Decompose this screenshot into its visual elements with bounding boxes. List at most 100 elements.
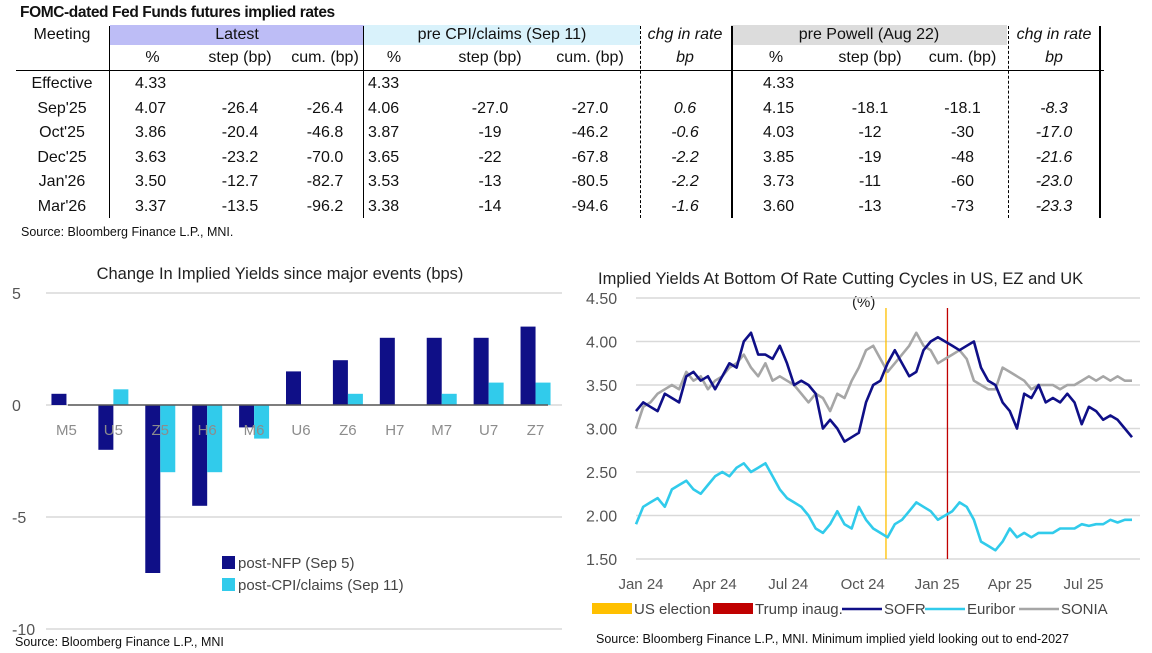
bar-post-nfp xyxy=(426,337,442,405)
table-cell: 3.50 xyxy=(135,173,167,191)
table-cell: -21.6 xyxy=(1035,148,1073,166)
group-header-pre-cpi: pre CPI/claims (Sep 11) xyxy=(417,26,587,43)
subheader: cum. (bp) xyxy=(291,49,359,66)
table-cell: 4.33 xyxy=(763,75,795,92)
table-vline-4 xyxy=(1099,26,1101,218)
bar-post-nfp xyxy=(192,405,208,506)
x-tick-label: Jul 25 xyxy=(1064,576,1104,593)
bar-post-cpi/claims xyxy=(160,405,176,473)
y-tick-label: 4.50 xyxy=(586,291,617,308)
legend-label: US election xyxy=(634,601,711,618)
table-cell: -13.5 xyxy=(221,198,259,215)
legend-swatch xyxy=(222,578,235,591)
x-tick-label: U7 xyxy=(479,422,498,439)
table-cell: -23.3 xyxy=(1035,198,1073,215)
bar-chart-title: Change In Implied Yields since major eve… xyxy=(96,265,464,283)
bar-chart-source: Source: Bloomberg Finance L.P., MNI xyxy=(15,635,224,649)
x-tick-label: M7 xyxy=(431,422,452,439)
legend-label: Trump inaug. xyxy=(755,601,843,618)
table-cell: -0.6 xyxy=(671,124,699,142)
table-cell: 3.63 xyxy=(135,148,167,166)
subheader: cum. (bp) xyxy=(556,49,624,66)
group-header-chg2: chg in rate xyxy=(1016,26,1092,43)
row-meeting: Dec'25 xyxy=(37,148,87,166)
table-cell: 3.53 xyxy=(368,173,400,191)
table-cell: 3.87 xyxy=(368,124,400,142)
x-tick-label: Z5 xyxy=(152,422,170,439)
y-tick-label: 1.50 xyxy=(586,552,617,569)
bar-post-cpi/claims xyxy=(441,393,457,405)
table-cell: -60 xyxy=(950,173,975,191)
table-cell: 4.15 xyxy=(763,99,795,117)
table-cell: 4.06 xyxy=(368,99,400,117)
header-divider xyxy=(16,70,1104,72)
meeting-header: Meeting xyxy=(33,26,91,43)
bar-post-nfp xyxy=(98,405,114,450)
legend-label: Euribor xyxy=(967,601,1015,618)
table-cell: -96.2 xyxy=(306,198,344,215)
bar-chart: 5 0 -5 -10 M5 U5 Z5 H6 M6 U6 Z6 H7 M7 U7 Z7 post-NFP (S… xyxy=(12,286,562,649)
table-dashed-line-1 xyxy=(640,26,641,218)
table-cell: -18.1 xyxy=(851,99,889,117)
bar-post-nfp xyxy=(51,393,67,405)
bar-post-nfp xyxy=(286,371,301,405)
y-tick-label: 3.50 xyxy=(586,378,617,395)
y-tick-label: 2.00 xyxy=(586,509,617,526)
row-meeting: Jan'26 xyxy=(38,173,86,191)
table-cell: -46.2 xyxy=(571,124,609,142)
y-tick-label: -5 xyxy=(12,510,26,527)
bar-post-cpi/claims xyxy=(207,405,223,473)
legend-swatch-trump-inaug xyxy=(713,603,753,614)
bar-post-cpi/claims xyxy=(488,382,504,405)
bar-post-nfp xyxy=(520,326,536,405)
bar-post-nfp xyxy=(379,337,395,405)
table-cell: -19 xyxy=(858,148,882,166)
table-cell: -12 xyxy=(858,124,882,142)
table-cell: -82.7 xyxy=(306,173,344,191)
legend-label: post-NFP (Sep 5) xyxy=(238,555,354,572)
table-cell: -23.2 xyxy=(221,148,259,166)
table-vline-3 xyxy=(731,26,733,218)
table-cell: 4.07 xyxy=(135,99,167,117)
bar-post-cpi/claims xyxy=(113,389,129,405)
table-cell: 3.65 xyxy=(368,148,400,166)
subheader: step (bp) xyxy=(208,49,272,66)
bar-post-cpi/claims xyxy=(535,382,551,405)
table-cell: 4.33 xyxy=(368,75,400,92)
table-cell: -14 xyxy=(478,198,502,215)
table-cell: 3.37 xyxy=(135,198,167,215)
x-tick-label: M6 xyxy=(244,422,265,439)
table-cell: 4.03 xyxy=(763,124,795,142)
table-cell: -19 xyxy=(478,124,502,142)
subheader: % xyxy=(386,49,402,66)
row-meeting: Oct'25 xyxy=(39,124,85,142)
table-cell: -94.6 xyxy=(571,198,609,215)
table-cell: -46.8 xyxy=(306,124,344,142)
subheader: step (bp) xyxy=(458,49,522,66)
header-band-latest xyxy=(110,25,364,45)
row-meeting: Sep'25 xyxy=(37,99,87,117)
table-cell: -73 xyxy=(950,198,975,215)
x-tick-label: Jan 24 xyxy=(618,576,663,593)
subheader-bp: bp xyxy=(1045,49,1063,66)
x-tick-label: Z6 xyxy=(339,422,357,439)
table-cell: 4.33 xyxy=(135,75,167,92)
legend-label: SONIA xyxy=(1061,601,1108,618)
group-header-chg1: chg in rate xyxy=(647,26,723,43)
legend-swatch xyxy=(222,556,235,569)
table-cell: 3.60 xyxy=(763,198,795,215)
table-cell: 3.86 xyxy=(135,124,167,142)
table-cell: -2.2 xyxy=(671,148,699,166)
table-cell: -70.0 xyxy=(306,148,344,166)
subheader: cum. (bp) xyxy=(928,49,997,66)
table-cell: -18.1 xyxy=(944,99,981,117)
x-tick-label: H7 xyxy=(385,422,404,439)
table-cell: -22 xyxy=(478,148,502,166)
x-tick-label: Apr 24 xyxy=(693,576,737,593)
table-vline-2 xyxy=(363,26,364,218)
line-series-euribor xyxy=(634,462,1132,552)
bar-post-nfp xyxy=(473,337,489,405)
table-cell: -2.2 xyxy=(671,173,699,191)
line-chart-title: Implied Yields At Bottom Of Rate Cutting… xyxy=(598,270,1084,288)
